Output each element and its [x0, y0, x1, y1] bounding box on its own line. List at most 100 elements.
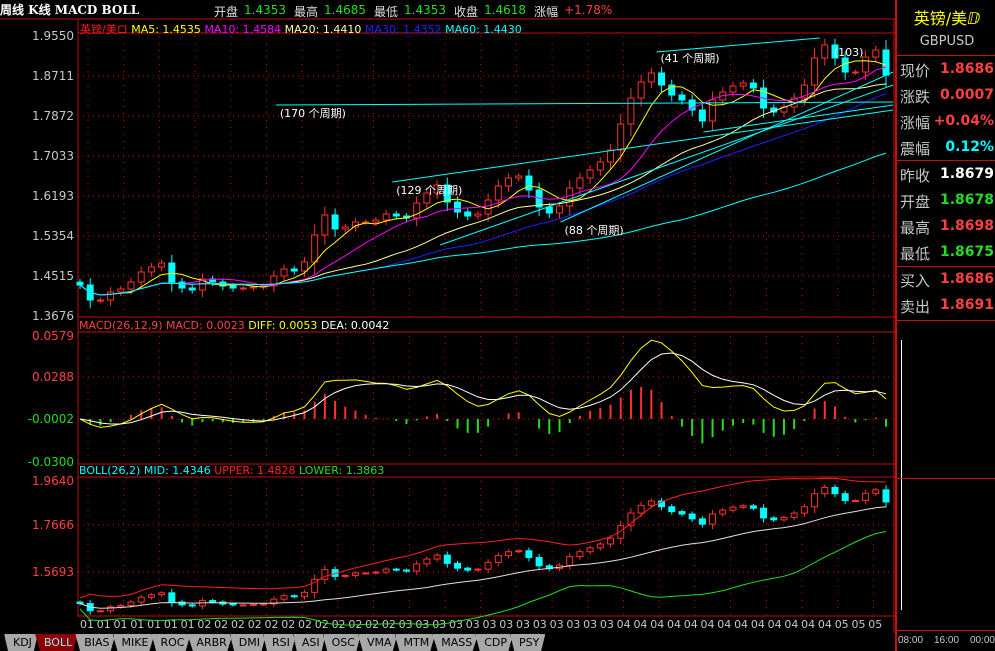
boll-candle	[433, 554, 441, 560]
boll-candle	[811, 493, 819, 508]
diff-line	[79, 339, 887, 428]
candle	[668, 84, 676, 96]
time-label: 00:00	[969, 635, 995, 646]
quote-value: 0.12%	[945, 139, 994, 155]
candle	[872, 49, 880, 58]
candle	[851, 71, 859, 74]
candle	[158, 262, 166, 268]
kline-chart[interactable]: 1.9550 1.8711 1.7872 1.7033 1.6193 1.5354 1.45…	[0, 0, 895, 633]
tab-kdj[interactable]: KDJ	[4, 634, 38, 651]
date-tick: 03	[449, 618, 463, 631]
date-tick: 05	[851, 618, 865, 631]
ma30-label: MA30: 1.4352	[364, 23, 442, 36]
boll-candle	[749, 505, 757, 509]
candle	[556, 205, 564, 214]
ma60-label: MA60: 1.4430	[445, 23, 522, 36]
ma10-label: MA10: 1.4584	[204, 23, 282, 36]
chart-title: 周线 K线 MACD BOLL	[0, 3, 140, 17]
boll-mid: BOLL(26,2) MID: 1.4346	[79, 464, 211, 477]
tab-boll[interactable]: BOLL	[34, 634, 79, 651]
date-tick: 04	[734, 618, 748, 631]
quote-value: 1.8675	[939, 244, 994, 260]
candle	[464, 211, 472, 217]
date-tick: 02	[214, 618, 228, 631]
tab-roc[interactable]: ROC	[151, 634, 191, 651]
candle	[178, 281, 186, 289]
trendline	[439, 84, 894, 246]
quote-row: 买入 1.8686	[899, 267, 995, 293]
boll-candle	[158, 592, 166, 596]
date-tick: 04	[801, 618, 815, 631]
candle	[494, 185, 502, 201]
candle	[290, 268, 298, 272]
boll-candle	[484, 561, 492, 570]
date-tick: 03	[516, 618, 530, 631]
candle	[627, 97, 635, 125]
boll-candle	[147, 594, 155, 598]
price-tick: 1.6193	[32, 189, 74, 203]
boll-candle	[209, 600, 217, 603]
candle	[198, 278, 206, 291]
candle	[617, 123, 625, 151]
tab-mass[interactable]: MASS	[432, 634, 479, 651]
boll-candle	[637, 504, 645, 514]
date-tick: 01	[114, 618, 128, 631]
ma5-label: MA5: 1.4535	[131, 23, 201, 36]
boll-candle	[729, 506, 737, 511]
quote-row: 涨跌 0.0007	[899, 83, 995, 109]
tab-arbr[interactable]: ARBR	[187, 634, 233, 651]
quote-value: 0.0007	[939, 87, 994, 103]
date-tick: 04	[784, 618, 798, 631]
candle	[709, 99, 717, 122]
tab-osc[interactable]: OSC	[322, 634, 361, 651]
candle	[321, 214, 329, 236]
price-tick: 1.8711	[32, 69, 74, 83]
candle	[392, 213, 400, 217]
tab-asi[interactable]: ASI	[292, 634, 326, 651]
trendline-label: (41 个周期)	[660, 52, 719, 65]
diff-value: DIFF: 0.0053	[248, 319, 318, 332]
tab-psy[interactable]: PSY	[510, 634, 546, 651]
boll-candle	[831, 486, 839, 495]
tab-dmi[interactable]: DMI	[229, 634, 266, 651]
candle	[443, 184, 451, 203]
boll-legend: BOLL(26,2) MID: 1.4346 UPPER: 1.4828 LOW…	[79, 464, 384, 477]
boll-candle	[678, 511, 686, 515]
candle	[249, 286, 257, 289]
tab-cdp[interactable]: CDP	[475, 634, 513, 651]
date-tick: 02	[298, 618, 312, 631]
tab-rsi[interactable]: RSI	[263, 634, 296, 651]
date-tick: 03	[550, 618, 564, 631]
quote-label: 买入	[900, 272, 931, 290]
candle	[647, 72, 655, 83]
candle	[658, 72, 666, 86]
boll-candle	[168, 592, 176, 603]
date-tick: 02	[248, 618, 262, 631]
boll-candle	[260, 603, 268, 606]
open-value: 1.4353	[244, 3, 287, 17]
tab-vma[interactable]: VMA	[357, 634, 398, 651]
date-tick: 02	[382, 618, 396, 631]
tab-mike[interactable]: MIKE	[112, 634, 155, 651]
date-tick: 03	[600, 618, 614, 631]
quote-row: 震幅 0.12%	[899, 135, 995, 161]
symbol-name: 英镑/美ⅅ	[913, 9, 981, 28]
candle	[107, 291, 115, 301]
high-label: 最高	[294, 5, 319, 19]
quote-label: 涨幅	[900, 114, 931, 132]
candle	[423, 192, 431, 204]
tab-mtm[interactable]: MTM	[394, 634, 436, 651]
indicator-tabs: KDJ BOLL BIAS MIKE ROC ARBR DMI RSI ASI OSC VMA MTM…	[4, 634, 546, 651]
boll-candle	[443, 554, 451, 564]
date-tick: 04	[650, 618, 664, 631]
candle	[688, 99, 696, 111]
boll-candle	[882, 489, 890, 503]
trendline	[703, 104, 894, 133]
candle	[862, 56, 870, 73]
tab-bias[interactable]: BIAS	[75, 634, 116, 651]
date-tick: 05	[868, 618, 882, 631]
boll-upper-line	[79, 477, 887, 599]
candle	[566, 187, 574, 207]
boll-tick: 1.9640	[32, 474, 74, 488]
quote-label: 卖出	[900, 298, 931, 316]
